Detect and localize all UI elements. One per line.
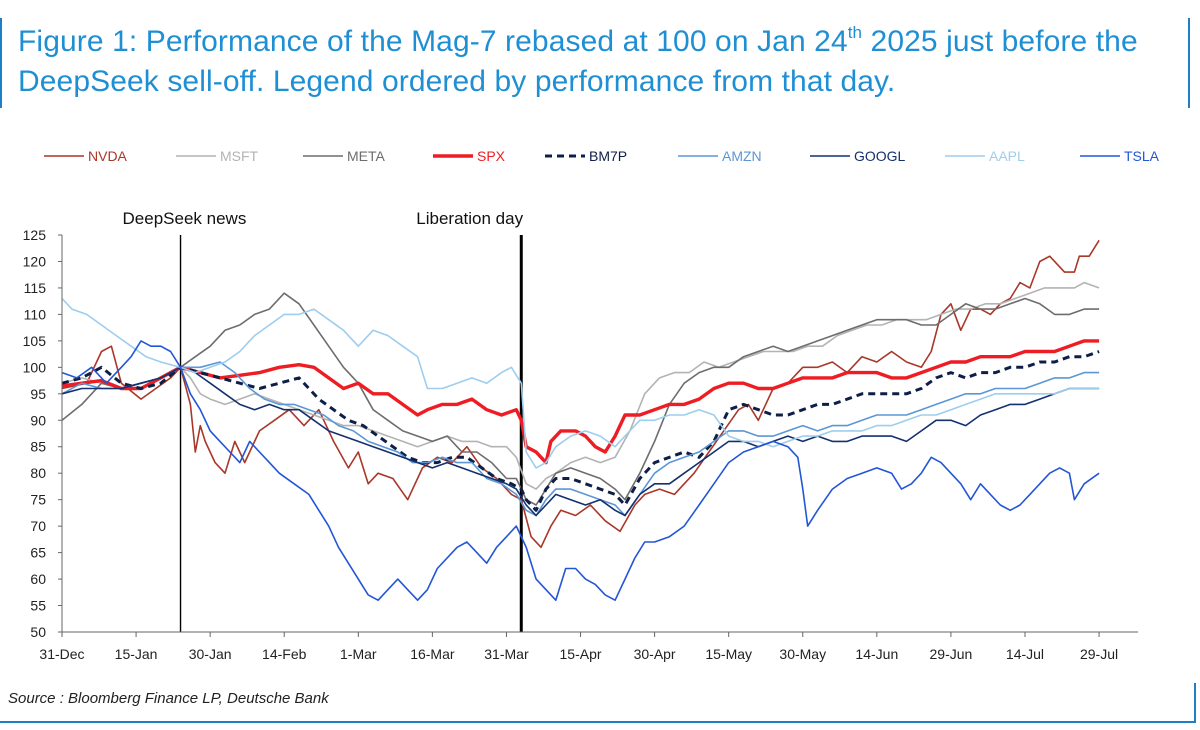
x-tick-label: 29-Jul	[1080, 646, 1118, 662]
series-line-tsla	[61, 340, 1100, 601]
title-superscript: th	[847, 23, 863, 42]
chart-title: Figure 1: Performance of the Mag-7 rebas…	[18, 22, 1188, 102]
x-tick-label: 15-Apr	[560, 646, 602, 662]
chart-axes: 50 55 60 65 70 75 80 85 90 95 100 105 110 115 120 125 31…	[23, 227, 1138, 662]
legend-label-aapl: AAPL	[989, 148, 1025, 164]
legend-label-msft: MSFT	[220, 148, 259, 164]
y-tick-label: 70	[30, 518, 46, 534]
chart-legend: NVDA MSFT META SPX BM7P AMZN GOOGL AAPL TSLA	[44, 148, 1160, 164]
legend-label-meta: META	[347, 148, 386, 164]
series-line-spx	[61, 339, 1100, 465]
y-tick-label: 80	[30, 465, 46, 481]
series-line-bm7p	[61, 350, 1100, 512]
series-layer	[61, 239, 1100, 601]
x-tick-label: 14-Jun	[855, 646, 898, 662]
title-frame	[0, 18, 1190, 108]
x-tick-label: 30-May	[779, 646, 826, 662]
series-line-nvda	[61, 239, 1100, 549]
x-tick-label: 15-May	[705, 646, 752, 662]
source-note: Source : Bloomberg Finance LP, Deutsche …	[8, 690, 329, 707]
y-tick-label: 75	[30, 492, 46, 508]
x-tick-label: 15-Jan	[115, 646, 158, 662]
y-tick-label: 110	[24, 306, 47, 322]
series-line-aapl	[61, 297, 1100, 469]
legend-label-tsla: TSLA	[1124, 148, 1160, 164]
legend-label-bm7p: BM7P	[589, 148, 627, 164]
y-tick-label: 125	[23, 227, 47, 243]
source-frame	[0, 683, 1196, 723]
series-line-meta	[61, 292, 1100, 506]
legend-label-amzn: AMZN	[722, 148, 762, 164]
x-tick-label: 1-Mar	[340, 646, 377, 662]
y-tick-label: 85	[30, 439, 46, 455]
y-tick-label: 60	[30, 571, 46, 587]
event-annotations: DeepSeek news Liberation day	[123, 209, 524, 632]
series-line-msft	[61, 281, 1100, 490]
y-tick-label: 95	[30, 386, 46, 402]
y-tick-label: 55	[30, 598, 46, 614]
y-tick-label: 65	[30, 545, 46, 561]
x-tick-label: 29-Jun	[930, 646, 973, 662]
legend-label-googl: GOOGL	[854, 148, 906, 164]
legend-label-spx: SPX	[477, 148, 506, 164]
series-line-amzn	[61, 361, 1100, 517]
x-tick-label: 30-Apr	[634, 646, 676, 662]
y-tick-label: 100	[23, 359, 47, 375]
title-part-2: 2025 just before the DeepSeek sell-off. …	[18, 25, 1138, 98]
series-line-googl	[61, 366, 1100, 517]
annotation-label: DeepSeek news	[123, 209, 247, 228]
y-tick-label: 105	[23, 333, 47, 349]
annotation-label: Liberation day	[416, 209, 523, 228]
x-tick-label: 14-Jul	[1006, 646, 1044, 662]
y-tick-label: 50	[30, 624, 46, 640]
y-tick-label: 90	[30, 412, 46, 428]
y-tick-label: 120	[23, 253, 47, 269]
x-tick-label: 16-Mar	[410, 646, 455, 662]
title-part-1: Figure 1: Performance of the Mag-7 rebas…	[18, 25, 848, 58]
x-tick-label: 31-Dec	[39, 646, 84, 662]
x-tick-label: 31-Mar	[484, 646, 529, 662]
legend-label-nvda: NVDA	[88, 148, 128, 164]
x-tick-label: 14-Feb	[262, 646, 307, 662]
y-tick-label: 115	[24, 280, 47, 296]
x-tick-label: 30-Jan	[189, 646, 232, 662]
